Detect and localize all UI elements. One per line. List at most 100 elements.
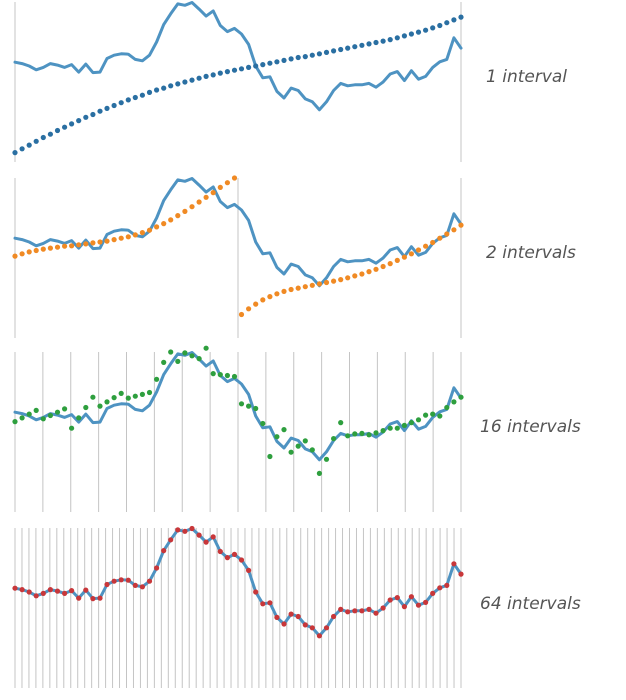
- approximation-point: [444, 582, 450, 589]
- approximation-point: [19, 251, 25, 257]
- approximation-point: [203, 194, 209, 200]
- approximation-point: [54, 588, 61, 594]
- approximation-point: [288, 611, 294, 617]
- approximation-point: [309, 447, 315, 453]
- approximation-point: [90, 111, 96, 118]
- approximation-point: [408, 31, 414, 37]
- approximation-point: [260, 297, 266, 303]
- approximation-point: [182, 79, 188, 85]
- approximation-point: [238, 401, 245, 407]
- approximation-point: [231, 373, 238, 380]
- approximation-point: [295, 613, 301, 620]
- approximation-point: [40, 246, 46, 252]
- approximation-point: [260, 420, 266, 427]
- panel-label-16-intervals: 16 intervals: [480, 417, 581, 437]
- approximation-point: [111, 578, 117, 584]
- approximation-point: [111, 237, 117, 243]
- approximation-point: [62, 243, 68, 249]
- approximation-point: [12, 150, 18, 156]
- approximation-point: [373, 39, 379, 46]
- approximation-point: [26, 249, 32, 255]
- approximation-point: [83, 241, 89, 247]
- approximation-point: [217, 70, 223, 76]
- approximation-point: [338, 420, 344, 426]
- approximation-point: [373, 610, 379, 616]
- approximation-point: [380, 38, 386, 44]
- approximation-point: [345, 275, 351, 281]
- approximation-point: [210, 190, 216, 196]
- approximation-point: [338, 277, 344, 283]
- approximation-point: [380, 605, 386, 611]
- approximation-point: [132, 232, 138, 238]
- approximation-point: [196, 356, 202, 362]
- approximation-point: [394, 595, 400, 601]
- approximation-point: [125, 97, 131, 103]
- approximation-point: [401, 604, 407, 610]
- approximation-point: [281, 57, 287, 64]
- approximation-point: [444, 404, 450, 411]
- approximation-point: [267, 600, 273, 606]
- approximation-point: [139, 92, 145, 98]
- approximation-point: [40, 590, 46, 597]
- approximation-point: [40, 416, 46, 422]
- approximation-point: [302, 622, 308, 628]
- approximation-point: [224, 372, 230, 379]
- approximation-point: [118, 100, 124, 106]
- approximation-point: [210, 371, 216, 377]
- approximation-point: [12, 585, 18, 591]
- approximation-point: [154, 224, 160, 230]
- signal-line: [13, 527, 463, 638]
- approximation-point: [366, 41, 372, 47]
- approximation-point: [338, 606, 344, 613]
- approximation-point: [97, 239, 103, 245]
- approximation-point: [331, 436, 337, 442]
- approximation-point: [415, 417, 422, 423]
- approximation-point: [231, 67, 238, 73]
- approximation-point: [203, 73, 209, 79]
- approximation-point: [415, 602, 422, 608]
- panel-label-2-intervals: 2 intervals: [486, 243, 576, 263]
- approximation-point: [359, 608, 365, 614]
- approximation-point: [423, 27, 429, 33]
- approximation-point: [76, 415, 82, 421]
- panel-1-interval: 1 interval: [12, 1, 567, 162]
- approximation-point: [217, 184, 223, 190]
- approximation-point: [26, 142, 32, 148]
- approximation-point: [210, 534, 216, 540]
- approximation-point: [253, 589, 259, 595]
- approximation-point: [104, 581, 110, 588]
- approximation-point: [246, 567, 252, 574]
- approximation-point: [366, 432, 372, 438]
- approximation-point: [19, 587, 25, 593]
- approximation-point: [132, 94, 138, 101]
- approximation-point: [295, 285, 301, 291]
- approximation-point: [146, 89, 153, 95]
- approximation-point: [260, 601, 266, 607]
- approximation-point: [423, 243, 429, 249]
- approximation-point: [451, 17, 457, 23]
- approximation-point: [203, 539, 209, 545]
- approximation-point: [139, 391, 145, 397]
- approximation-point: [323, 49, 330, 56]
- approximation-point: [246, 306, 252, 312]
- approximation-point: [182, 208, 188, 214]
- approximation-point: [33, 593, 39, 599]
- approximation-point: [260, 62, 266, 68]
- approximation-point: [83, 114, 89, 120]
- approximation-point: [373, 430, 379, 436]
- panel-16-intervals: 16 intervals: [12, 345, 581, 512]
- approximation-point: [125, 234, 131, 240]
- approximation-point: [458, 14, 464, 20]
- approximation-point: [146, 389, 153, 396]
- approximation-point: [175, 527, 181, 533]
- approximation-point: [146, 578, 153, 584]
- approximation-point: [69, 121, 75, 127]
- approximation-point: [387, 261, 393, 267]
- approximation-point: [54, 409, 61, 415]
- approximation-point: [345, 433, 351, 439]
- approximation-point: [323, 456, 330, 462]
- approximation-point: [295, 54, 301, 61]
- approximation-point: [104, 238, 110, 244]
- approximation-point: [62, 406, 68, 412]
- approximation-point: [76, 595, 82, 601]
